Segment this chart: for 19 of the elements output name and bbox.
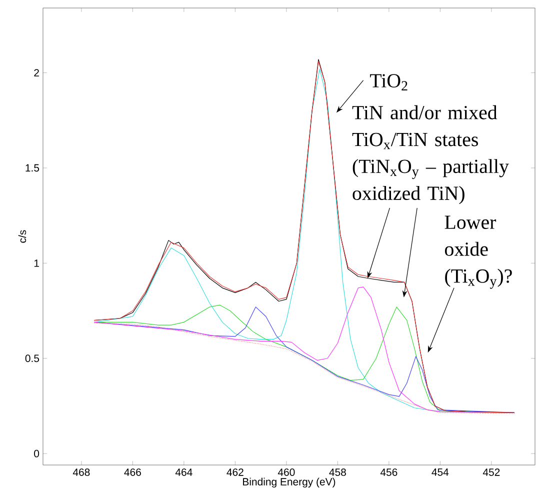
x-tick-label: 460 (278, 468, 295, 476)
y-tick-label: 1 (34, 260, 39, 267)
y-tick-label: 1.5 (26, 164, 40, 172)
x-tick-label: 456 (380, 468, 398, 476)
x-tick-label: 462 (226, 468, 244, 476)
x-tick-label: 466 (124, 468, 141, 476)
x-tick-label: 454 (432, 468, 449, 476)
x-tick-label: 464 (175, 468, 192, 476)
text: TiN and/or mixed TiO$_{x}$/TiN states (TiN$_{x}$O$_{y}$ – partially oxidized TiN) (352, 105, 509, 204)
annotation: TiO$_{2}$ (370, 74, 408, 90)
x-axis-title: Binding Energy (eV) (243, 478, 336, 488)
y-axis-title: c/s (18, 230, 26, 243)
y-tick-label: 0.5 (25, 354, 40, 362)
x-tick-label: 452 (482, 468, 500, 476)
y-tick-label: 0 (34, 450, 40, 458)
annotation: Lower oxide (Ti$_{x}$O$_{y}$)? (444, 216, 512, 289)
y-tick-label: 2 (34, 69, 39, 76)
x-tick-label: 468 (72, 468, 90, 476)
x-tick-label: 458 (329, 468, 346, 476)
